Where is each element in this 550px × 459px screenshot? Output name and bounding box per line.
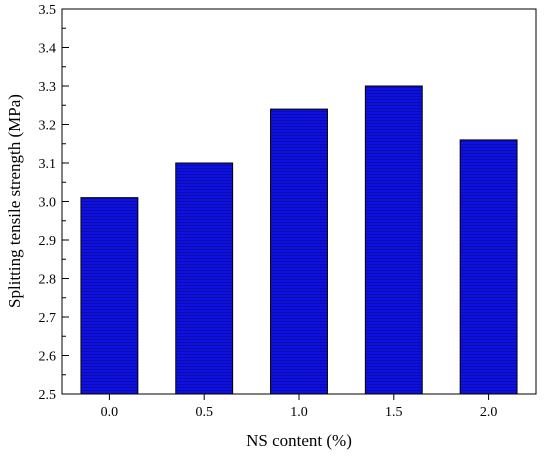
y-tick-label: 3.3 [39, 80, 57, 95]
y-axis-ticks: 2.5 2.6 2.7 2.8 2.9 3.0 3.1 3.2 3.3 3.4 3.5 [39, 3, 69, 403]
bar-0.5 [175, 162, 234, 395]
y-tick-label: 3.5 [39, 3, 57, 18]
x-axis-ticks: 0.0 0.5 1.0 1.5 2.0 [101, 394, 498, 420]
bars-group [80, 85, 518, 395]
y-tick-label: 2.5 [39, 388, 57, 403]
y-tick-label: 3.0 [39, 196, 57, 211]
x-tick-label: 1.0 [290, 405, 308, 420]
y-axis-title: Splitting tensile strength (MPa) [5, 94, 24, 308]
x-tick-label: 0.5 [195, 405, 213, 420]
y-tick-label: 2.9 [39, 234, 57, 249]
bar-2.0 [459, 139, 518, 395]
bar-1.5 [364, 85, 423, 395]
y-tick-label: 3.1 [39, 157, 57, 172]
y-tick-label: 2.8 [39, 273, 57, 288]
bar-1.0 [270, 108, 328, 395]
bar-0.0 [80, 197, 139, 395]
x-tick-label: 1.5 [385, 405, 403, 420]
y-tick-label: 3.2 [39, 119, 57, 134]
x-tick-label: 0.0 [101, 405, 119, 420]
x-axis-title: NS content (%) [246, 431, 352, 450]
x-tick-label: 2.0 [480, 405, 498, 420]
y-tick-label: 2.7 [39, 311, 57, 326]
y-tick-label: 2.6 [39, 350, 57, 365]
y-tick-label: 3.4 [39, 42, 57, 57]
